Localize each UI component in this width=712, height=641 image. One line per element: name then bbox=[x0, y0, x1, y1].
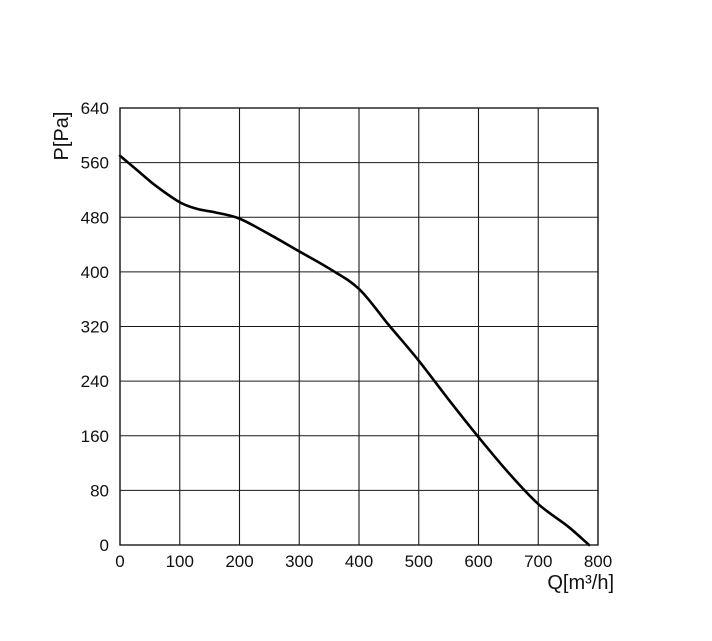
x-tick-label: 0 bbox=[115, 552, 124, 571]
y-tick-label: 400 bbox=[81, 263, 109, 282]
x-tick-label: 500 bbox=[405, 552, 433, 571]
series-layer bbox=[118, 154, 591, 547]
y-tick-label: 320 bbox=[81, 318, 109, 337]
y-tick-label: 480 bbox=[81, 208, 109, 227]
y-tick-label: 0 bbox=[100, 536, 109, 555]
x-tick-label: 600 bbox=[464, 552, 492, 571]
x-tick-labels: 0 100 200 300 400 500 600 700 800 bbox=[115, 552, 612, 571]
x-tick-label: 300 bbox=[285, 552, 313, 571]
x-tick-label: 800 bbox=[584, 552, 612, 571]
y-tick-labels: 0 80 160 240 320 400 480 560 640 bbox=[81, 99, 109, 555]
y-axis-label: P[Pa] bbox=[51, 112, 73, 161]
y-tick-label: 560 bbox=[81, 154, 109, 173]
grid bbox=[119, 107, 599, 546]
y-tick-label: 240 bbox=[81, 372, 109, 391]
y-tick-label: 160 bbox=[81, 427, 109, 446]
series-line bbox=[118, 154, 591, 547]
x-axis-label: Q[m³/h] bbox=[547, 572, 614, 594]
y-tick-label: 80 bbox=[90, 481, 109, 500]
plot-frame bbox=[119, 107, 599, 546]
x-tick-label: 400 bbox=[345, 552, 373, 571]
y-tick-label: 640 bbox=[81, 99, 109, 118]
x-tick-label: 700 bbox=[524, 552, 552, 571]
x-tick-label: 100 bbox=[166, 552, 194, 571]
x-tick-label: 200 bbox=[225, 552, 253, 571]
